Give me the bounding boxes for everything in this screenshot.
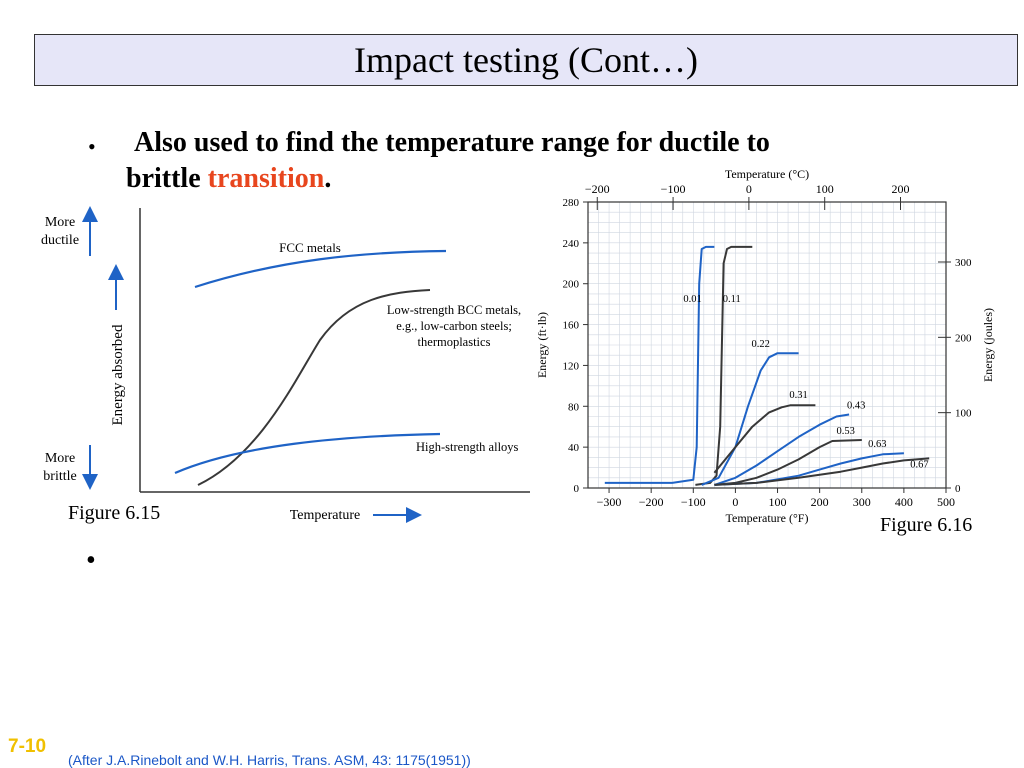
fig2-axes: −300 −200 −100 0 100 200 300 400 500040801201602… (563, 182, 973, 509)
series-label-0.67: 0.67 (910, 460, 928, 471)
figure-6-16-chart: −300 −200 −100 0 100 200 300 400 500040801201602… (535, 167, 995, 525)
fig2-right-axis-label: Energy (joules) (981, 308, 995, 382)
y-tick-label: 200 (563, 279, 580, 291)
figure-6-16-caption: Figure 6.16 (880, 514, 973, 536)
series-line-0.31 (713, 404, 816, 474)
right-tick-label: 100 (955, 408, 972, 420)
y-tick-label: 80 (568, 401, 580, 413)
x-tick-label: 200 (811, 495, 829, 509)
x-tick-label: 400 (895, 495, 913, 509)
series-line-0.01 (604, 245, 715, 484)
series-label-0.43: 0.43 (847, 400, 865, 411)
series-label-0.11: 0.11 (723, 294, 741, 305)
fig2-series-labels: 0.01 0.11 0.22 0.31 0.43 0.53 0.63 0.67 (683, 294, 928, 470)
series-line-0.43 (714, 413, 850, 486)
y-tick-label: 280 (563, 197, 580, 209)
fcc-label: FCC metals (279, 240, 341, 255)
fig2-top-axis-label: Temperature (°C) (725, 167, 809, 181)
more-ductile-label-2: ductile (41, 233, 79, 248)
bullet-text-line2: brittle transition. (126, 162, 331, 196)
y-tick-label: 120 (563, 360, 580, 372)
more-brittle-label-1: More (45, 451, 75, 466)
x-tick-label: 0 (732, 495, 738, 509)
high-strength-curve (174, 432, 441, 475)
bullet-text-prefix: brittle (126, 163, 208, 194)
x-tick-label: 500 (937, 495, 955, 509)
bcc-label-3: thermoplastics (418, 335, 491, 349)
y-tick-label: 40 (568, 442, 580, 454)
right-tick-label: 300 (955, 257, 972, 269)
bullet-marker: • (88, 134, 96, 159)
slide-number: 7-10 (8, 736, 47, 757)
top-tick-label: 100 (816, 182, 834, 196)
top-tick-label: −100 (661, 182, 686, 196)
more-brittle-label-2: brittle (43, 469, 76, 484)
bullet-empty-marker: • (86, 545, 96, 576)
bullet-accent-word: transition (207, 163, 325, 194)
series-label-0.53: 0.53 (836, 426, 854, 437)
more-ductile-label-1: More (45, 215, 75, 230)
y-tick-label: 240 (563, 238, 580, 250)
bullet-text-line1: Also used to find the temperature range … (134, 127, 770, 158)
figure-6-15-schematic: More ductile Energy absorbed More brittl… (41, 206, 530, 523)
y-tick-label: 160 (563, 320, 580, 332)
fig2-plot-frame (587, 201, 947, 489)
bcc-label-1: Low-strength BCC metals, (387, 303, 521, 317)
fig1-x-label: Temperature (290, 508, 361, 523)
x-tick-label: −100 (681, 495, 706, 509)
bcc-label-2: e.g., low-carbon steels; (396, 319, 512, 333)
figure-6-15-caption: Figure 6.15 (68, 502, 161, 524)
y-tick-label: 0 (574, 483, 580, 495)
top-tick-label: 200 (892, 182, 910, 196)
x-tick-label: −300 (597, 495, 622, 509)
top-tick-label: −200 (585, 182, 610, 196)
fcc-curve (194, 249, 447, 289)
series-label-0.01: 0.01 (683, 294, 701, 305)
fig2-y-label: Energy (ft·lb) (535, 312, 549, 378)
citation-text: (After J.A.Rinebolt and W.H. Harris, Tra… (68, 752, 471, 768)
high-strength-label: High-strength alloys (416, 440, 519, 454)
title-banner: Impact testing (Cont…) (34, 34, 1018, 86)
x-tick-label: 100 (769, 495, 787, 509)
series-line-0.22 (701, 352, 799, 486)
fig2-series (604, 245, 930, 486)
series-line-0.53 (714, 439, 862, 486)
bullet-text-suffix: . (324, 163, 332, 194)
series-label-0.22: 0.22 (751, 339, 769, 350)
fig2-grid (587, 201, 947, 489)
x-tick-label: −200 (639, 495, 664, 509)
right-tick-label: 200 (955, 332, 972, 344)
fig2-x-label: Temperature (°F) (726, 511, 809, 525)
series-line-0.67 (714, 457, 930, 486)
right-tick-label: 0 (955, 483, 961, 495)
top-tick-label: 0 (746, 182, 752, 196)
series-label-0.63: 0.63 (868, 439, 886, 450)
slide-title: Impact testing (Cont…) (354, 40, 698, 80)
fig1-y-label: Energy absorbed (110, 324, 126, 425)
x-tick-label: 300 (853, 495, 871, 509)
series-label-0.31: 0.31 (789, 390, 807, 401)
